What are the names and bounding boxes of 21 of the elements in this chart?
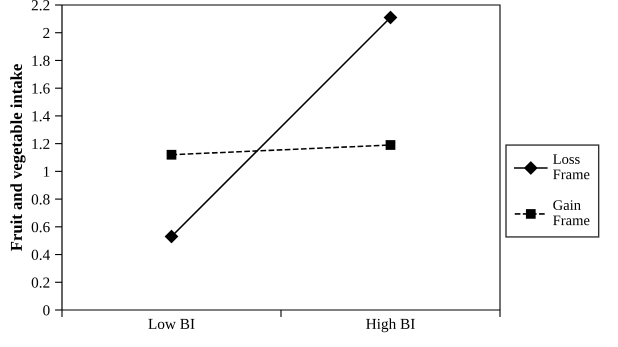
- y-tick-label: 0.6: [32, 222, 50, 232]
- y-tick-label: 1.8: [32, 56, 50, 66]
- point: [164, 230, 178, 244]
- x-tick-label: Low BI: [148, 318, 195, 330]
- y-tick-label: 1: [44, 166, 50, 177]
- y-tick-label: 2.2: [32, 0, 50, 11]
- y-tick-label: 0.2: [32, 277, 50, 288]
- legend-label: Loss Frame: [553, 154, 590, 180]
- y-tick-label: 1.6: [32, 83, 50, 94]
- point: [384, 10, 398, 24]
- x-tick-label: High BI: [366, 318, 415, 332]
- y-tick-label: 2: [43, 28, 50, 38]
- y-tick-label: 0.4: [32, 250, 50, 260]
- y-axis-title: Fruit and vegetable intake: [10, 64, 26, 251]
- y-tick-label: 1.4: [32, 111, 50, 122]
- point: [386, 140, 396, 150]
- legend-label: Gain Frame: [553, 200, 590, 226]
- y-tick-label: 0: [43, 305, 50, 316]
- y-tick-label: 1.2: [32, 138, 50, 150]
- point: [166, 150, 176, 160]
- y-tick-label: 0.8: [32, 194, 50, 205]
